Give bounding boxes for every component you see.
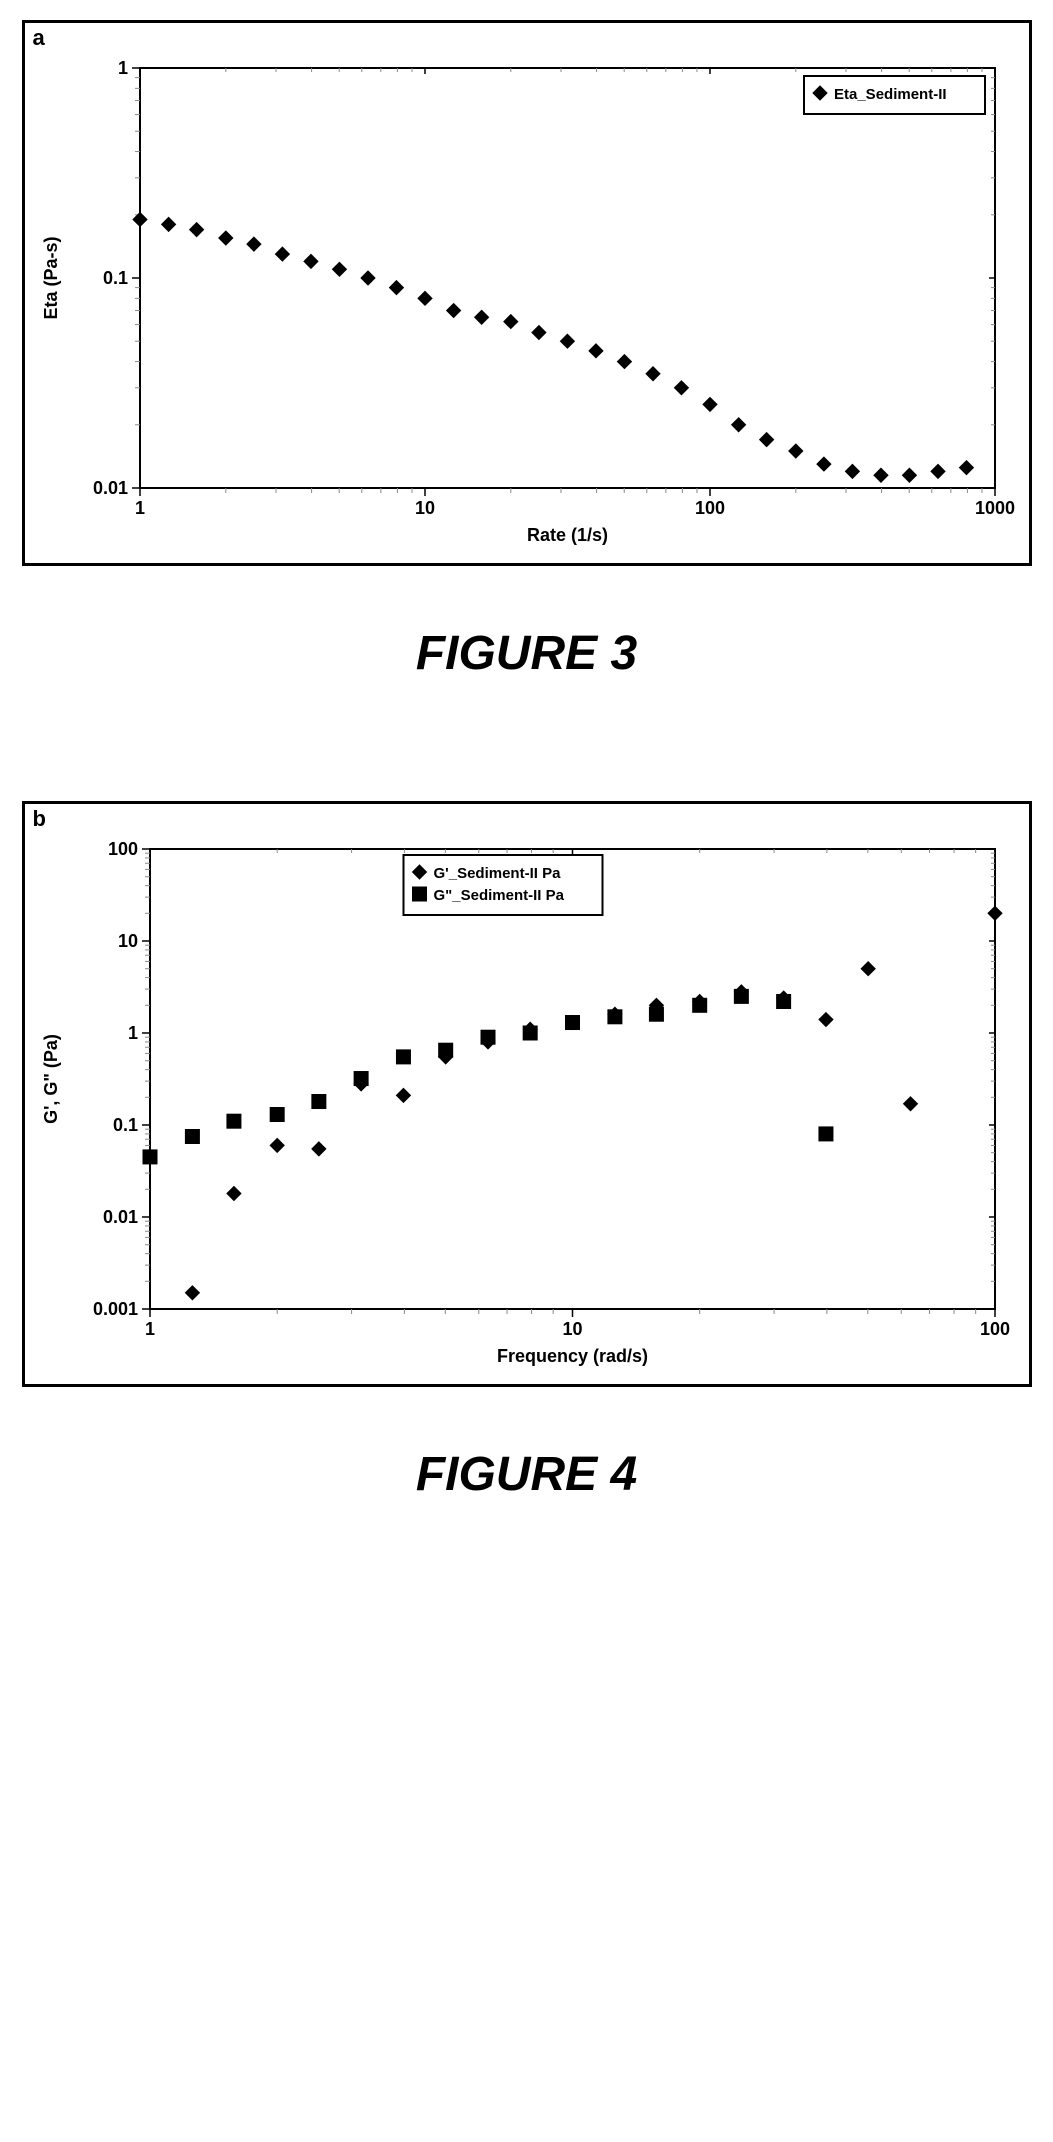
svg-text:G', G" (Pa): G', G" (Pa) (41, 1034, 61, 1124)
svg-text:Frequency (rad/s): Frequency (rad/s) (496, 1346, 647, 1366)
svg-text:100: 100 (694, 498, 724, 518)
svg-text:1000: 1000 (974, 498, 1014, 518)
svg-text:0.01: 0.01 (92, 478, 127, 498)
svg-text:0.1: 0.1 (112, 1115, 137, 1135)
svg-text:0.001: 0.001 (92, 1299, 137, 1319)
svg-text:1: 1 (117, 58, 127, 78)
figure3-caption: FIGURE 3 (22, 626, 1032, 681)
svg-text:Eta (Pa-s): Eta (Pa-s) (41, 236, 61, 319)
svg-text:1: 1 (134, 498, 144, 518)
figure3-chart: 1 10 100 1000 0.01 0.1 1 Rate (1/s) Eta (Pa-s) Et… (35, 33, 1019, 553)
svg-text:1: 1 (144, 1319, 154, 1339)
svg-text:100: 100 (979, 1319, 1009, 1339)
figure4-frame: b 1101000.0010.010.1110100Frequency (rad… (22, 801, 1032, 1387)
svg-text:Eta_Sediment-II: Eta_Sediment-II (834, 86, 947, 103)
svg-text:10: 10 (414, 498, 434, 518)
figure4-caption: FIGURE 4 (22, 1447, 1032, 1502)
svg-text:10: 10 (562, 1319, 582, 1339)
figure3-frame: a 11010010000.010.11Rate (1/s)Eta (Pa-s)… (22, 20, 1032, 566)
figure4-chart: 1 10 100 0.001 0.01 0.1 1 10 100 Frequency (rad/s… (35, 814, 1019, 1374)
svg-text:10: 10 (117, 931, 137, 951)
svg-text:1: 1 (127, 1023, 137, 1043)
svg-text:Rate (1/s): Rate (1/s) (526, 525, 607, 545)
svg-text:100: 100 (107, 839, 137, 859)
svg-text:0.1: 0.1 (102, 268, 127, 288)
svg-text:G'_Sediment-II Pa: G'_Sediment-II Pa (433, 865, 561, 882)
figure-container: a 11010010000.010.11Rate (1/s)Eta (Pa-s)… (22, 20, 1032, 1502)
svg-text:0.01: 0.01 (102, 1207, 137, 1227)
svg-text:G"_Sediment-II Pa: G"_Sediment-II Pa (433, 887, 564, 904)
